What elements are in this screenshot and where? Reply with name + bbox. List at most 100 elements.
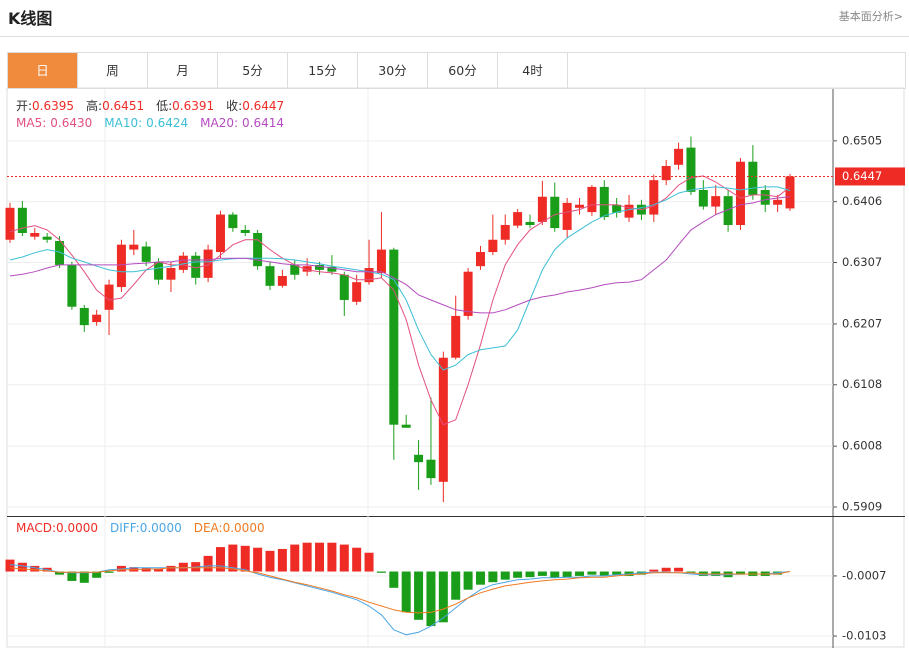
macd-bar	[30, 565, 40, 572]
indicator-line	[9, 175, 791, 426]
candle-body	[191, 255, 201, 278]
candle-body	[513, 212, 523, 226]
chart-frame	[6, 87, 905, 648]
candle-body	[649, 180, 659, 215]
candle-body	[414, 454, 424, 463]
readout-label: 收:	[226, 99, 243, 113]
candle-body	[587, 186, 597, 213]
period-tab[interactable]: 30分	[358, 53, 428, 88]
macd-bar	[550, 571, 560, 578]
legend-value: 0.6430	[50, 116, 93, 130]
macd-bar	[5, 559, 15, 572]
candle-body	[30, 232, 40, 237]
candle-body	[451, 315, 461, 358]
macd-bar	[376, 571, 386, 573]
y-tick-label: 0.6207	[842, 316, 882, 330]
candle-body	[698, 189, 708, 207]
candle-body	[401, 424, 411, 428]
y-tick-label: 0.5909	[842, 500, 882, 514]
macd-bar	[154, 569, 164, 572]
candle-body	[215, 214, 225, 253]
macd-bar	[389, 571, 399, 588]
macd-bar	[352, 547, 362, 572]
macd-bar	[500, 571, 510, 580]
period-tab[interactable]: 4时	[498, 53, 568, 88]
macd-bar	[17, 562, 27, 572]
candle-body	[612, 204, 622, 213]
candle-body	[463, 271, 473, 316]
macd-bar	[451, 571, 461, 600]
last-price-label: 0.6447	[842, 169, 882, 183]
macd-bar	[575, 571, 585, 576]
legend-name: MACD:	[16, 521, 57, 535]
macd-bar	[302, 542, 312, 572]
candle-body	[42, 236, 52, 240]
macd-bar	[327, 542, 337, 572]
macd-bar	[364, 552, 374, 572]
candle-body	[748, 161, 758, 195]
period-tab[interactable]: 60分	[428, 53, 498, 88]
macd-bar	[265, 550, 275, 572]
period-tab[interactable]: 周	[78, 53, 148, 88]
candle-body	[389, 249, 399, 425]
period-tab[interactable]: 5分	[218, 53, 288, 88]
macd-bar	[735, 571, 745, 575]
macd-bar	[240, 545, 250, 572]
period-tab[interactable]: 日	[8, 53, 78, 88]
candle-body	[166, 268, 176, 280]
candle-body	[104, 284, 114, 310]
candle-body	[488, 239, 498, 253]
candle-body	[92, 314, 102, 323]
tab-bar: 日周月 5分 15分 30分 60分 4时	[7, 52, 906, 89]
macd-bar	[253, 547, 263, 572]
macd-bar	[290, 544, 300, 572]
legend-name: DIFF:	[110, 521, 140, 535]
candle-body	[773, 199, 783, 205]
macd-bar	[79, 571, 89, 583]
candle-body	[661, 166, 671, 181]
readout-value: 0.6451	[102, 99, 145, 113]
macd-bar	[426, 571, 436, 627]
candle-body	[178, 255, 188, 270]
candle-body	[760, 189, 770, 205]
macd-bar	[277, 548, 287, 572]
candle-body	[141, 246, 151, 262]
candle-body	[537, 196, 547, 222]
candle-body	[253, 232, 263, 267]
macd-legend: MACD:0.0000 DIFF:0.0000 DEA:0.0000	[16, 521, 277, 535]
candle-body	[339, 274, 349, 300]
macd-bar	[438, 571, 448, 623]
macd-bar	[674, 567, 684, 572]
legend-name: MA20:	[200, 116, 238, 130]
period-tab[interactable]: 月	[148, 53, 218, 88]
page-title: K线图	[8, 9, 53, 28]
candle-body	[79, 307, 89, 326]
macd-bar	[463, 571, 473, 590]
macd-bar	[166, 565, 176, 572]
readout-label: 高:	[86, 99, 103, 113]
candle-body	[735, 161, 745, 226]
candle-body	[302, 266, 312, 272]
legend-name: MA5:	[16, 116, 47, 130]
macd-bar	[488, 571, 498, 583]
candle-body	[624, 204, 634, 218]
macd-bar	[141, 567, 151, 572]
fundamental-link[interactable]: 基本面分析>	[838, 10, 903, 23]
separator	[0, 36, 909, 37]
period-tab[interactable]: 15分	[288, 53, 358, 88]
macd-bar	[612, 571, 622, 575]
candle-body	[265, 266, 275, 286]
macd-bar	[686, 571, 696, 573]
legend-value: 0.6414	[242, 116, 284, 130]
candle-body	[154, 261, 164, 280]
candle-body	[500, 225, 510, 240]
macd-bar	[525, 571, 535, 578]
candle-body	[17, 207, 27, 233]
y-tick-label: 0.6505	[842, 133, 882, 147]
macd-bar	[228, 544, 238, 572]
macd-bar	[414, 571, 424, 620]
legend-name: DEA:	[193, 521, 223, 535]
candle-body	[352, 282, 362, 302]
